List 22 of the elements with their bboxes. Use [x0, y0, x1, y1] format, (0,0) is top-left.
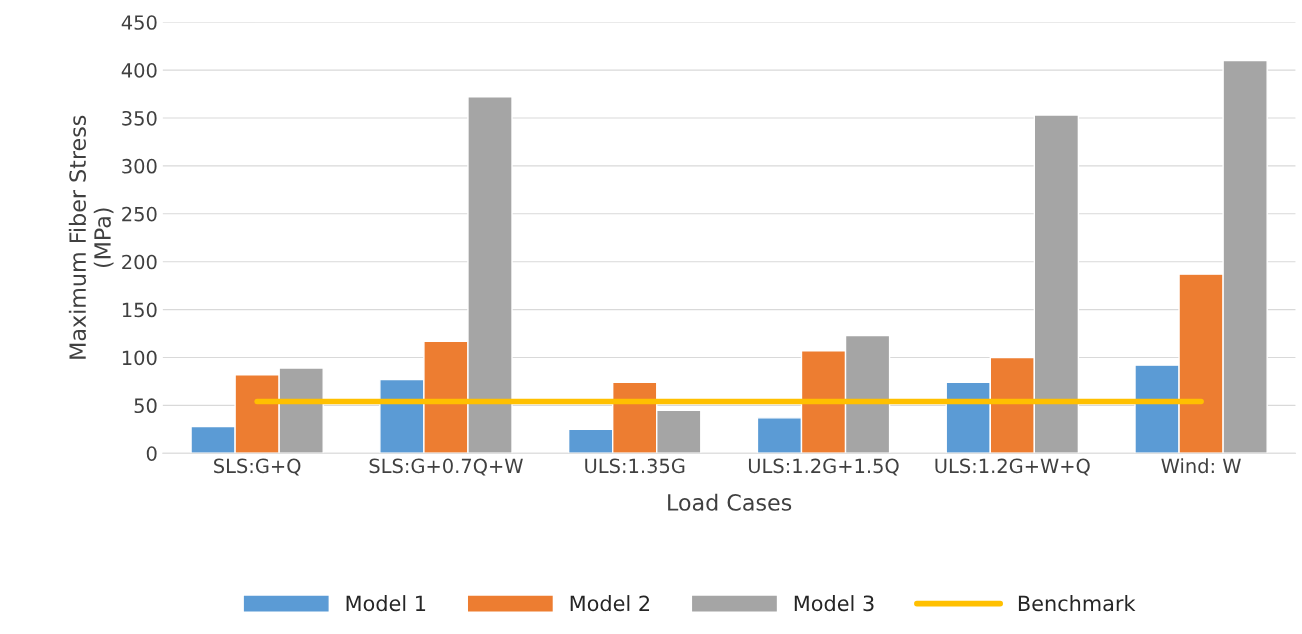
x-tick-label: ULS:1.2G+1.5Q: [748, 458, 899, 476]
x-tick-label: Wind: W: [1161, 458, 1241, 474]
legend-label: Benchmark: [1018, 595, 1136, 612]
y-tick-label: 250: [122, 206, 157, 222]
y-tick-label: 450: [121, 15, 157, 30]
legend-label: Model 3: [794, 595, 874, 612]
y-axis-title: Maximum Fiber Stress (MPa): [68, 115, 114, 359]
y-tick-label: 400: [121, 63, 157, 78]
y-tick-label: 150: [122, 302, 157, 318]
x-tick-label: SLS:G+0.7Q+W: [369, 458, 523, 476]
x-tick-label: SLS:G+Q: [214, 458, 301, 476]
y-tick-label: 100: [122, 350, 157, 366]
y-tick-label: 350: [122, 110, 157, 126]
y-tick-label: 0: [146, 446, 157, 461]
y-tick-label: 200: [122, 254, 157, 270]
x-axis-title: Load Cases: [668, 493, 792, 511]
x-tick-label: ULS:1.2G+W+Q: [935, 458, 1090, 476]
legend-label: Model 1: [346, 595, 426, 612]
legend-label: Model 2: [570, 595, 650, 612]
y-tick-label: 300: [122, 158, 157, 174]
x-tick-label: ULS:1.35G: [585, 458, 685, 474]
y-tick-label: 50: [134, 398, 157, 414]
